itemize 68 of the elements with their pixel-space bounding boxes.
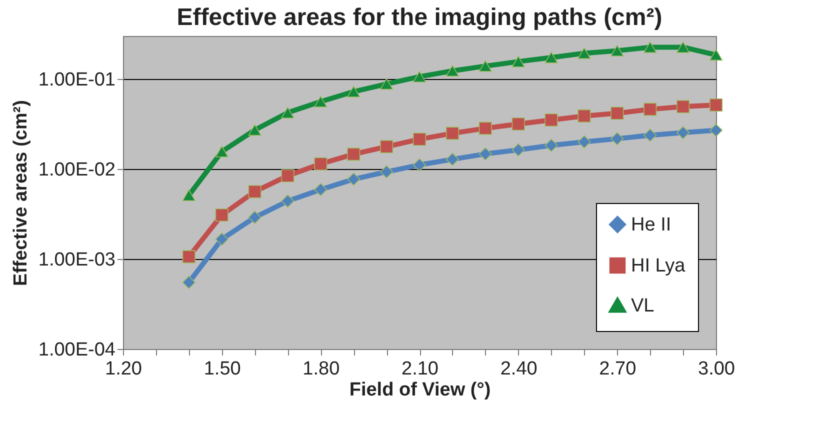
point (478, 147, 492, 160)
point (380, 140, 394, 154)
point (644, 128, 657, 142)
point (512, 117, 525, 131)
point (644, 102, 657, 116)
point (544, 52, 558, 64)
point (215, 232, 228, 246)
point (314, 157, 328, 170)
x-tick-label: 2.10 (402, 358, 438, 380)
point (412, 132, 426, 146)
y-tick-label: 1.00E-03 (38, 249, 116, 270)
point (512, 56, 525, 68)
x-tick-label: 1.80 (302, 358, 340, 380)
point (380, 165, 394, 178)
point (544, 138, 558, 152)
x-tick-label: 2.40 (500, 358, 538, 380)
point (610, 44, 624, 56)
x-axis-title: Field of View (°) (349, 380, 491, 400)
chart-title: Effective areas for the imaging paths (cm²) (176, 4, 662, 31)
x-tick-label: 3.00 (698, 358, 735, 380)
x-tick-label: 1.20 (105, 358, 142, 380)
legend-label: He II (631, 214, 672, 236)
legend-label: HI Lya (631, 256, 686, 276)
point (478, 122, 492, 135)
point (281, 106, 294, 118)
point (182, 250, 196, 264)
legend-label: VL (631, 296, 654, 316)
point (314, 96, 328, 108)
point (644, 42, 657, 53)
y-axis-title: Effective areas (cm²) (10, 100, 32, 286)
point (676, 126, 690, 140)
point (248, 124, 262, 136)
point (446, 152, 459, 166)
point (281, 169, 294, 182)
y-tick-label: 1.00E-04 (38, 340, 116, 360)
point (281, 194, 294, 208)
point (347, 148, 360, 161)
point (248, 210, 262, 224)
point (347, 172, 360, 186)
point (478, 60, 492, 72)
point (676, 100, 690, 114)
point (347, 86, 360, 98)
point (182, 190, 196, 201)
point (412, 158, 426, 172)
point (610, 132, 624, 146)
x-tick-label: 1.50 (204, 358, 241, 380)
point (215, 146, 228, 158)
point (578, 109, 591, 122)
point (446, 126, 459, 140)
point (544, 113, 558, 127)
point (314, 183, 328, 196)
y-tick-label: 1.00E-01 (38, 69, 116, 90)
x-tick-label: 2.70 (599, 358, 636, 380)
point (610, 106, 624, 120)
point (182, 276, 196, 289)
point (380, 78, 394, 90)
point (709, 124, 723, 137)
point (512, 143, 525, 156)
y-tick-label: 1.00E-02 (38, 159, 116, 180)
point (578, 48, 591, 59)
point (709, 49, 723, 61)
point (446, 65, 459, 77)
point (676, 42, 690, 53)
point (709, 98, 723, 112)
point (248, 185, 262, 198)
point (578, 135, 591, 148)
point (215, 208, 228, 222)
point (412, 70, 426, 82)
